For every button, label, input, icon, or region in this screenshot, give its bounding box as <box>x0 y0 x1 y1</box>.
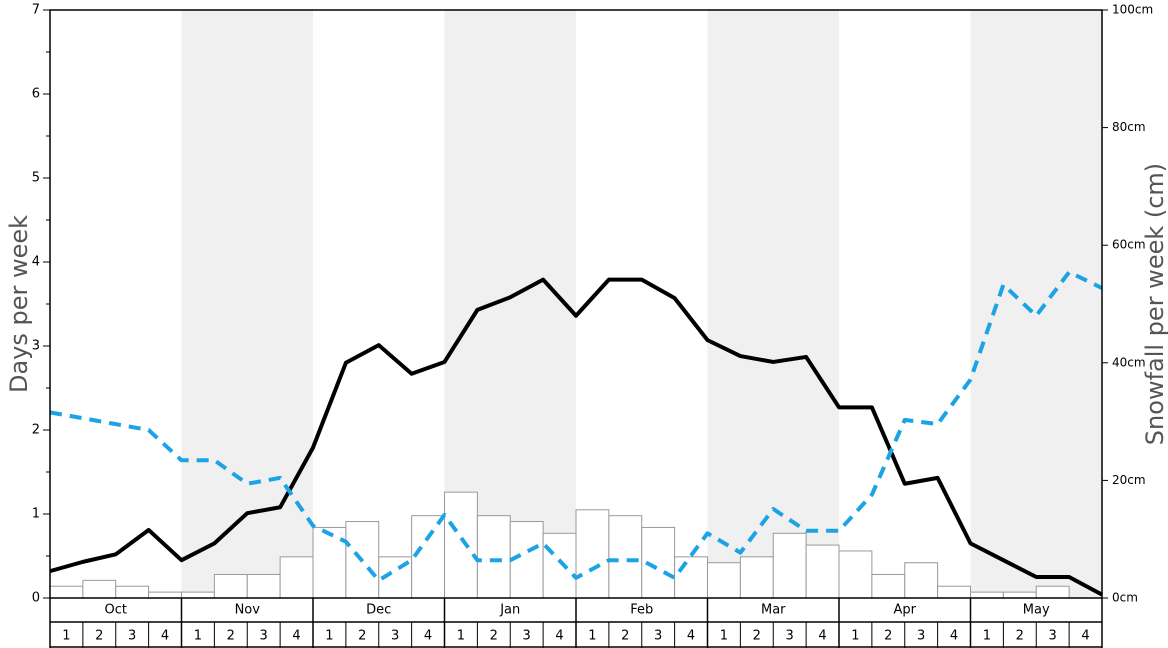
bar <box>970 591 1004 599</box>
week-label: 4 <box>687 629 695 644</box>
bar <box>871 573 906 599</box>
bar <box>674 556 708 599</box>
week-label: 2 <box>227 629 235 644</box>
week-label: 1 <box>851 629 859 644</box>
y-tick-label: 0 <box>32 591 40 606</box>
bar <box>49 585 84 599</box>
y-tick-label: 7 <box>32 3 40 18</box>
week-label: 1 <box>457 629 465 644</box>
week-label: 2 <box>490 629 498 644</box>
week-label: 1 <box>983 629 991 644</box>
week-label: 3 <box>523 629 531 644</box>
bar <box>608 515 643 599</box>
bar <box>937 585 971 599</box>
week-label: 4 <box>950 629 958 644</box>
y2-tick-label: 40cm <box>1112 355 1146 369</box>
week-label: 1 <box>325 629 333 644</box>
month-label: Mar <box>761 603 786 618</box>
y2-tick-label: 80cm <box>1112 120 1146 134</box>
line-series <box>49 277 1103 597</box>
bar <box>246 573 281 599</box>
bar <box>904 562 939 599</box>
bar <box>772 532 807 599</box>
bar <box>148 591 182 599</box>
week-label: 4 <box>424 629 432 644</box>
bar <box>707 562 741 599</box>
week-label: 3 <box>1049 629 1057 644</box>
week-label: 4 <box>555 629 563 644</box>
week-label: 3 <box>391 629 399 644</box>
y2-tick-label: 20cm <box>1112 473 1146 487</box>
bar <box>476 515 511 599</box>
y2-tick-label: 100cm <box>1112 3 1153 17</box>
y2-axis-label: Snowfall per week (cm) <box>1141 163 1168 445</box>
week-label: 4 <box>292 629 300 644</box>
y-tick-label: 6 <box>32 87 40 102</box>
y2-tick-label: 60cm <box>1112 238 1146 252</box>
week-label: 1 <box>62 629 70 644</box>
y-tick-label: 2 <box>32 423 40 438</box>
week-label: 1 <box>588 629 596 644</box>
month-shade <box>970 10 1102 598</box>
week-label: 3 <box>654 629 662 644</box>
month-label: Oct <box>105 603 127 618</box>
month-label: Jan <box>499 603 520 618</box>
week-label: 3 <box>260 629 268 644</box>
bar <box>82 579 117 599</box>
bar <box>213 573 248 599</box>
bar <box>575 509 610 599</box>
y-tick-label: 5 <box>32 171 40 186</box>
month-shade <box>181 10 313 598</box>
month-label: Dec <box>366 603 391 618</box>
month-label: Feb <box>630 603 653 618</box>
week-label: 2 <box>621 629 629 644</box>
bar <box>411 515 445 599</box>
bar <box>542 532 577 599</box>
bar <box>115 585 150 599</box>
y2-tick-label: 0cm <box>1112 591 1138 605</box>
week-label: 4 <box>1081 629 1089 644</box>
week-label: 3 <box>128 629 136 644</box>
line-series <box>49 270 1103 583</box>
month-label: May <box>1023 603 1050 618</box>
week-label: 1 <box>720 629 728 644</box>
bar <box>444 491 478 599</box>
bar <box>1035 585 1070 599</box>
bar <box>181 591 215 599</box>
background <box>181 10 1102 598</box>
week-label: 3 <box>786 629 794 644</box>
week-label: 2 <box>95 629 103 644</box>
week-label: 2 <box>884 629 892 644</box>
bar <box>509 521 544 599</box>
bar <box>838 550 873 599</box>
month-label: Nov <box>235 603 261 618</box>
y-tick-label: 1 <box>32 507 40 522</box>
month-shade <box>707 10 839 598</box>
week-label: 2 <box>753 629 761 644</box>
week-label: 3 <box>917 629 925 644</box>
y-axis-label: Days per week <box>5 215 33 393</box>
y-tick-label: 3 <box>32 339 40 354</box>
week-label: 4 <box>161 629 169 644</box>
week-label: 1 <box>194 629 202 644</box>
bar <box>805 544 840 599</box>
month-label: Apr <box>894 603 917 618</box>
week-label: 2 <box>1016 629 1024 644</box>
bar <box>739 556 774 599</box>
week-label: 2 <box>358 629 366 644</box>
bar <box>1002 591 1037 599</box>
week-label: 4 <box>818 629 826 644</box>
y-tick-label: 4 <box>32 255 40 270</box>
bar <box>279 556 314 599</box>
